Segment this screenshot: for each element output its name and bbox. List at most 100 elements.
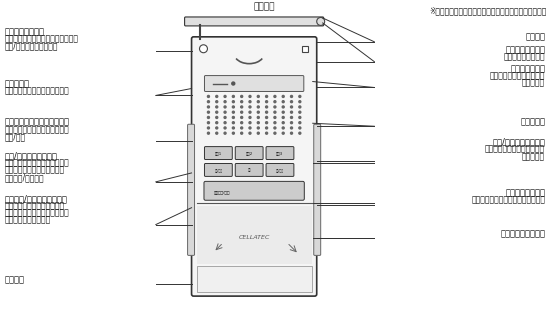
Text: （センサ子機の在宅モードの設定）: （センサ子機の在宅モードの設定）	[471, 196, 545, 205]
Circle shape	[299, 111, 301, 113]
Circle shape	[233, 95, 234, 97]
Circle shape	[249, 95, 251, 97]
Text: （電源投入時点灯）: （電源投入時点灯）	[504, 53, 545, 62]
Circle shape	[266, 122, 268, 124]
Circle shape	[207, 111, 210, 113]
Circle shape	[274, 111, 276, 113]
Circle shape	[290, 116, 293, 119]
Circle shape	[249, 111, 251, 113]
Circle shape	[282, 116, 284, 119]
Text: 場合に押す: 場合に押す	[522, 79, 545, 87]
FancyBboxPatch shape	[266, 147, 294, 159]
Text: 子機2: 子機2	[245, 151, 253, 155]
Text: 呼出/応答: 呼出/応答	[5, 132, 26, 141]
Circle shape	[282, 95, 284, 97]
Circle shape	[290, 95, 293, 97]
Bar	[196, 206, 312, 264]
FancyBboxPatch shape	[204, 181, 304, 200]
Circle shape	[290, 106, 293, 108]
Text: マイク部: マイク部	[5, 275, 25, 284]
Circle shape	[257, 127, 259, 129]
Circle shape	[266, 116, 268, 119]
Circle shape	[233, 132, 234, 134]
Circle shape	[274, 95, 276, 97]
FancyBboxPatch shape	[266, 163, 294, 176]
Circle shape	[224, 122, 226, 124]
Circle shape	[207, 106, 210, 108]
Circle shape	[299, 122, 301, 124]
Circle shape	[241, 106, 243, 108]
Circle shape	[249, 132, 251, 134]
Text: 一斎呼出/応答ボタン（緑）: 一斎呼出/応答ボタン（緑）	[5, 194, 68, 203]
Circle shape	[266, 127, 268, 129]
Text: 通報/停止ボタン（赤）: 通報/停止ボタン（赤）	[492, 138, 545, 147]
Circle shape	[266, 101, 268, 103]
Circle shape	[224, 111, 226, 113]
Text: 転送/外出ボタン（赤）: 転送/外出ボタン（赤）	[5, 151, 58, 160]
Circle shape	[233, 106, 234, 108]
Text: （屋外子機、非常通報子機、: （屋外子機、非常通報子機、	[5, 201, 65, 210]
Circle shape	[241, 111, 243, 113]
Text: スピーカ部: スピーカ部	[520, 117, 545, 126]
Circle shape	[282, 122, 284, 124]
Text: 電源ランプ（緑）: 電源ランプ（緑）	[505, 46, 545, 55]
FancyBboxPatch shape	[185, 17, 323, 26]
Circle shape	[282, 132, 284, 134]
Text: 在宅ボタン（赤）: 在宅ボタン（赤）	[505, 188, 545, 197]
Circle shape	[224, 95, 226, 97]
Circle shape	[216, 116, 218, 119]
Text: 緊急/警報信号受信時点滅: 緊急/警報信号受信時点滅	[5, 42, 58, 51]
Circle shape	[299, 106, 301, 108]
Text: 屋内子機からの呼出への応答、: 屋内子機からの呼出への応答、	[5, 208, 69, 217]
Circle shape	[282, 111, 284, 113]
Circle shape	[290, 101, 293, 103]
Circle shape	[257, 95, 259, 97]
Circle shape	[257, 132, 259, 134]
Circle shape	[241, 95, 243, 97]
Circle shape	[207, 132, 210, 134]
Circle shape	[207, 127, 210, 129]
Circle shape	[290, 122, 293, 124]
FancyBboxPatch shape	[205, 163, 232, 176]
Circle shape	[224, 132, 226, 134]
Circle shape	[207, 95, 210, 97]
Circle shape	[241, 116, 243, 119]
Circle shape	[274, 127, 276, 129]
Text: 在宅: 在宅	[248, 168, 251, 172]
Circle shape	[274, 122, 276, 124]
Text: CELLATEC: CELLATEC	[239, 236, 270, 241]
Circle shape	[216, 122, 218, 124]
Circle shape	[232, 82, 235, 85]
Circle shape	[257, 122, 259, 124]
Circle shape	[241, 101, 243, 103]
FancyBboxPatch shape	[314, 124, 321, 256]
Circle shape	[274, 106, 276, 108]
Text: リセットボタン: リセットボタン	[510, 64, 545, 73]
Circle shape	[290, 127, 293, 129]
Circle shape	[290, 132, 293, 134]
Text: （警報音、警報ランプおよび: （警報音、警報ランプおよび	[485, 145, 545, 154]
Text: 子機1: 子機1	[214, 151, 222, 155]
FancyBboxPatch shape	[188, 124, 195, 256]
Circle shape	[249, 127, 251, 129]
Text: 子機１、２、３ボタン（緑）: 子機１、２、３ボタン（緑）	[5, 118, 70, 127]
Circle shape	[257, 111, 259, 113]
FancyBboxPatch shape	[235, 163, 263, 176]
Text: 表示パネル: 表示パネル	[5, 79, 30, 88]
Circle shape	[224, 127, 226, 129]
Text: 一斉呼出/応答: 一斉呼出/応答	[213, 190, 230, 194]
Circle shape	[216, 111, 218, 113]
Circle shape	[216, 132, 218, 134]
Circle shape	[274, 132, 276, 134]
Text: アンテナ: アンテナ	[525, 33, 545, 42]
Circle shape	[257, 116, 259, 119]
Text: （屋内子機１、２、３の個別、: （屋内子機１、２、３の個別、	[5, 125, 69, 134]
Circle shape	[274, 116, 276, 119]
FancyBboxPatch shape	[191, 37, 317, 296]
Text: 子機3: 子機3	[276, 151, 284, 155]
Circle shape	[207, 116, 210, 119]
Circle shape	[282, 106, 284, 108]
Circle shape	[317, 17, 324, 25]
Text: （正常動作しなくなった）: （正常動作しなくなった）	[490, 71, 545, 80]
Circle shape	[241, 132, 243, 134]
